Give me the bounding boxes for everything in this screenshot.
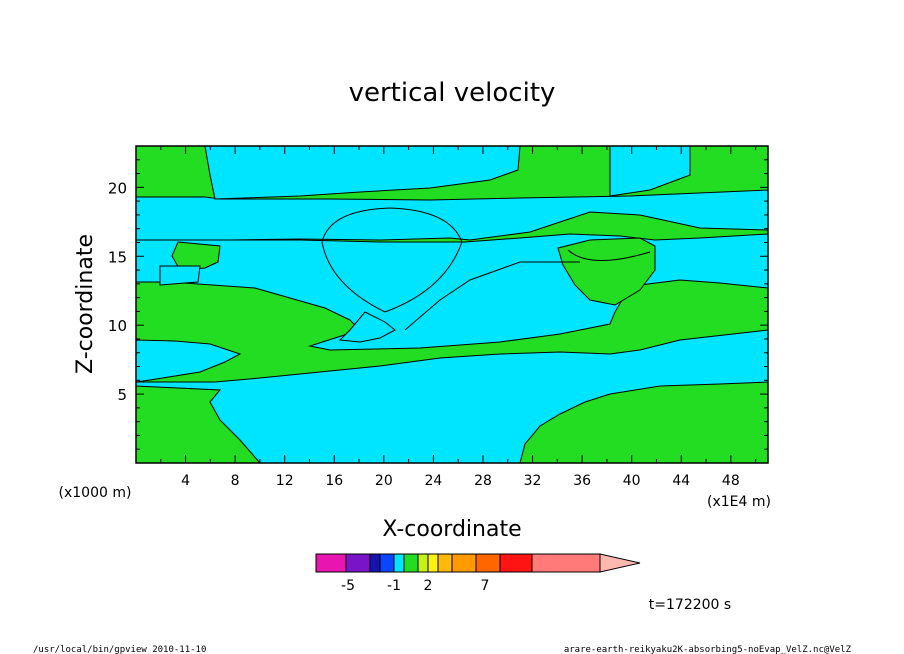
plot-frame: [135, 145, 769, 464]
colorbar-segment: [451, 553, 477, 573]
colorbar-segment: [475, 553, 501, 573]
x-crossing-left: [338, 311, 396, 343]
x-tick-label: 24: [424, 473, 442, 489]
x-tick-label: 32: [524, 473, 542, 489]
colorbar-tick-label: -1: [387, 578, 401, 594]
x-tick-label: 36: [573, 473, 591, 489]
colorbar-arrow: [599, 553, 641, 573]
y-tick-label: 5: [117, 386, 127, 404]
x-scale-note: (x1E4 m): [707, 494, 771, 510]
x-tick-label: 44: [672, 473, 690, 489]
x-tick-label: 20: [375, 473, 393, 489]
x-tick-label: 28: [474, 473, 492, 489]
footer-right: arare-earth-reikyaku2K-absorbing5-noEvap…: [564, 645, 852, 654]
x-axis-ticks: 4 8 12 16 20 24 28 32 36 40 44 48: [160, 146, 757, 489]
y-axis-label: Z-coordinate: [73, 234, 98, 374]
ellipse-right-cyan: [557, 237, 656, 306]
chart-title: vertical velocity: [349, 78, 556, 108]
colorbar-segment: [315, 553, 347, 573]
plot-area: [136, 146, 768, 463]
y-tick-label: 15: [108, 248, 127, 266]
colorbar-segment: [531, 553, 601, 573]
left-small-patch: [159, 265, 201, 286]
colorbar-segment: [427, 553, 439, 573]
colorbar-segment: [379, 553, 395, 573]
x-axis-label: X-coordinate: [382, 517, 521, 542]
x-unit-label: (x1000 m): [59, 485, 132, 501]
colorbar-segment: [393, 553, 405, 573]
top-cyan-right: [609, 146, 691, 197]
colorbar: [315, 553, 641, 573]
y-tick-label: 10: [108, 317, 127, 335]
x-tick-label: 16: [325, 473, 343, 489]
colorbar-segment: [499, 553, 533, 573]
colorbar-tick-labels: -5 -1 2 7: [341, 578, 489, 594]
top-cyan-left: [204, 146, 521, 200]
y-axis-ticks: 5 10 15 20: [108, 159, 768, 450]
time-label: t=172200 s: [649, 597, 731, 613]
colorbar-segment: [369, 553, 381, 573]
y-tick-label: 20: [108, 179, 127, 197]
x-tick-label: 12: [276, 473, 294, 489]
colorbar-segment: [417, 553, 429, 573]
colorbar-segment: [437, 553, 453, 573]
lower-cyan-band: [136, 329, 768, 463]
upper-cyan-band: [136, 189, 768, 241]
colorbar-tick-label: 2: [424, 578, 433, 594]
colorbar-segment: [403, 553, 419, 573]
footer-left: /usr/local/bin/gpview 2010-11-10: [33, 645, 206, 654]
contour-detail: [321, 207, 651, 331]
colorbar-tick-label: -5: [341, 578, 355, 594]
x-tick-label: 4: [181, 473, 190, 489]
colorbar-tick-label: 7: [481, 578, 490, 594]
x-tick-label: 40: [623, 473, 641, 489]
left-lobe: [171, 241, 221, 271]
x-tick-label: 8: [231, 473, 240, 489]
x-tick-label: 48: [722, 473, 740, 489]
colorbar-segment: [345, 553, 371, 573]
